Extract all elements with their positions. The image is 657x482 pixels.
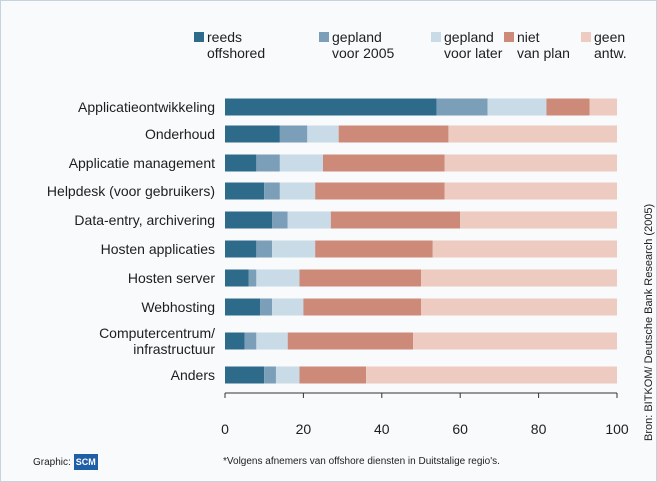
bar-segment: [256, 269, 300, 287]
category-label: Webhosting: [141, 299, 215, 315]
bar-segment: [225, 298, 261, 316]
bar-segment: [444, 154, 617, 172]
bar-segment: [330, 211, 461, 229]
legend-label: reeds offshored: [207, 29, 266, 61]
category-label: Applicatieontwikkeling: [78, 99, 215, 115]
bar-segment: [448, 125, 617, 143]
legend-label: gepland voor later: [444, 29, 503, 61]
bar-segment: [225, 211, 273, 229]
bar-segment: [366, 366, 617, 384]
bar-segment: [272, 211, 288, 229]
bar-segment: [248, 269, 257, 287]
legend-label: niet van plan: [517, 29, 570, 61]
bar-segment: [323, 154, 445, 172]
bar-segment: [421, 298, 617, 316]
bar-segment: [413, 332, 617, 350]
bar-segment: [272, 298, 304, 316]
legend-swatch: [504, 32, 514, 42]
bar-segment: [287, 332, 414, 350]
bar-segment: [546, 98, 590, 116]
bar-segment: [287, 211, 331, 229]
footnote: *Volgens afnemers van offshore diensten …: [223, 456, 500, 467]
bar-segment: [279, 125, 308, 143]
category-label: Helpdesk (voor gebruikers): [46, 183, 215, 199]
bar-segment: [279, 154, 323, 172]
category-label: Applicatie management: [68, 155, 215, 171]
bar-segment: [225, 269, 249, 287]
bar-segment: [225, 154, 257, 172]
bar-segment: [315, 240, 433, 258]
bar-segment: [256, 240, 273, 258]
category-label: Onderhoud: [144, 126, 215, 142]
footer: Graphic: SCM: [33, 454, 98, 471]
bar-segment: [264, 182, 280, 200]
bar-segment: [244, 332, 257, 350]
bar-segment: [225, 240, 257, 258]
bar-segment: [444, 182, 617, 200]
source: Bron: BITKOM/ Deutsche Bank Research (20…: [643, 203, 655, 441]
bar-segment: [315, 182, 445, 200]
bar-segment: [432, 240, 617, 258]
bar-segment: [225, 332, 245, 350]
bar-segment: [256, 332, 288, 350]
logo: SCM: [73, 454, 98, 470]
bar-segment: [589, 98, 617, 116]
x-tick-label: 40: [374, 421, 390, 437]
bar-segment: [307, 125, 339, 143]
legend-swatch: [431, 32, 441, 42]
category-label: Hosten applicaties: [100, 241, 215, 257]
legend-swatch: [319, 32, 329, 42]
bar-segment: [225, 366, 265, 384]
bar-segment: [272, 240, 316, 258]
bar-segment: [299, 269, 421, 287]
bar-segment: [299, 366, 367, 384]
x-tick-label: 60: [452, 421, 468, 437]
bar-segment: [275, 366, 300, 384]
bar-segment: [436, 98, 488, 116]
category-label: Computercentrum/ infrastructuur: [99, 325, 215, 357]
legend-label: geen antw.: [594, 29, 627, 61]
x-tick-label: 0: [221, 421, 229, 437]
legend-label: gepland voor 2005: [332, 29, 395, 61]
bar-segment: [279, 182, 316, 200]
bar-segment: [460, 211, 617, 229]
category-label: Anders: [170, 367, 215, 383]
bar-segment: [225, 182, 265, 200]
bar-segment: [303, 298, 421, 316]
bar-segment: [256, 154, 280, 172]
bar-segment: [225, 98, 437, 116]
category-label: Hosten server: [127, 270, 215, 286]
x-tick-label: 20: [295, 421, 312, 437]
category-label: Data-entry, archivering: [74, 212, 215, 228]
legend-swatch: [581, 32, 591, 42]
bar-segment: [264, 366, 276, 384]
bar-segment: [421, 269, 617, 287]
x-tick-label: 100: [605, 421, 629, 437]
bar-segment: [260, 298, 273, 316]
bar-segment: [487, 98, 547, 116]
legend-swatch: [194, 32, 204, 42]
footer-label: Graphic:: [33, 457, 71, 468]
x-tick-label: 80: [530, 421, 547, 437]
bar-segment: [225, 125, 280, 143]
bar-segment: [338, 125, 449, 143]
